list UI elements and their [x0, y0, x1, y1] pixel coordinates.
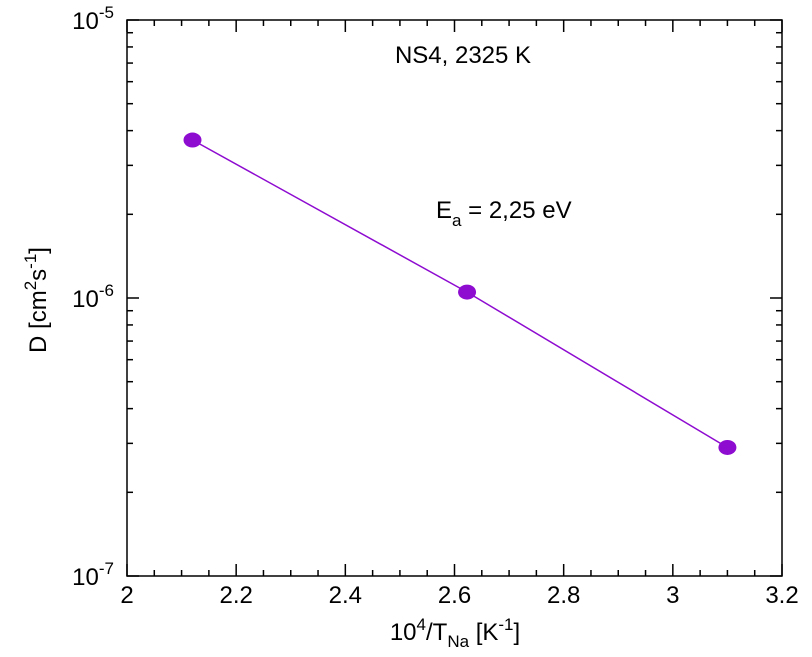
y-tick-label: 10-6	[72, 281, 114, 313]
data-point	[458, 284, 477, 300]
x-tick-labels: 2 2.2 2.4 2.6 2.8 3 3.2	[120, 582, 798, 609]
x-tick-label: 2	[120, 582, 133, 609]
energy-value: = 2,25 eV	[461, 197, 571, 224]
y-tick-base: 10	[72, 564, 99, 591]
x-label-unit-open: [K	[469, 619, 498, 646]
y-axis-label: D [cm2s-1]	[21, 247, 52, 353]
y-tick-base: 10	[72, 8, 99, 35]
plot-frame	[126, 19, 783, 577]
y-label-mid: s	[25, 269, 52, 281]
y-tick-base: 10	[72, 286, 99, 313]
x-label-prefix: 10	[390, 619, 417, 646]
x-tick-label: 2.6	[438, 582, 471, 609]
x-tick-label: 2.8	[547, 582, 580, 609]
x-tick-label: 3.2	[765, 582, 798, 609]
chart-annotation-title: NS4, 2325 K	[395, 42, 531, 69]
y-tick-labels: 10-510-610-7	[72, 3, 114, 591]
x-label-sub: Na	[447, 632, 469, 651]
energy-symbol: E	[436, 197, 452, 224]
y-label-sup2: -1	[21, 254, 40, 269]
x-label-unit-sup: -1	[498, 615, 513, 634]
series-layer	[183, 132, 737, 455]
activation-energy-label: Ea = 2,25 eV	[436, 197, 572, 230]
y-tick-label: 10-7	[72, 559, 114, 591]
y-tick-label: 10-5	[72, 3, 114, 35]
energy-subscript: a	[452, 211, 462, 230]
x-label-unit-close: ]	[514, 619, 521, 646]
y-label-sup1: 2	[21, 281, 40, 290]
y-label-close: ]	[25, 247, 52, 254]
y-tick-exponent: -7	[99, 559, 114, 578]
data-point	[718, 439, 737, 455]
axis-ticks	[126, 19, 783, 577]
x-tick-label: 2.2	[219, 582, 252, 609]
x-tick-label: 3	[666, 582, 679, 609]
y-label-prefix: D [cm	[25, 290, 52, 353]
x-label-sup: 4	[417, 615, 426, 634]
x-tick-label: 2.4	[329, 582, 362, 609]
x-axis-label: 104/TNa [K-1]	[390, 615, 520, 651]
y-tick-exponent: -6	[99, 281, 114, 300]
y-tick-exponent: -5	[99, 3, 114, 22]
data-point	[183, 132, 202, 148]
x-label-mid: /T	[426, 619, 448, 646]
